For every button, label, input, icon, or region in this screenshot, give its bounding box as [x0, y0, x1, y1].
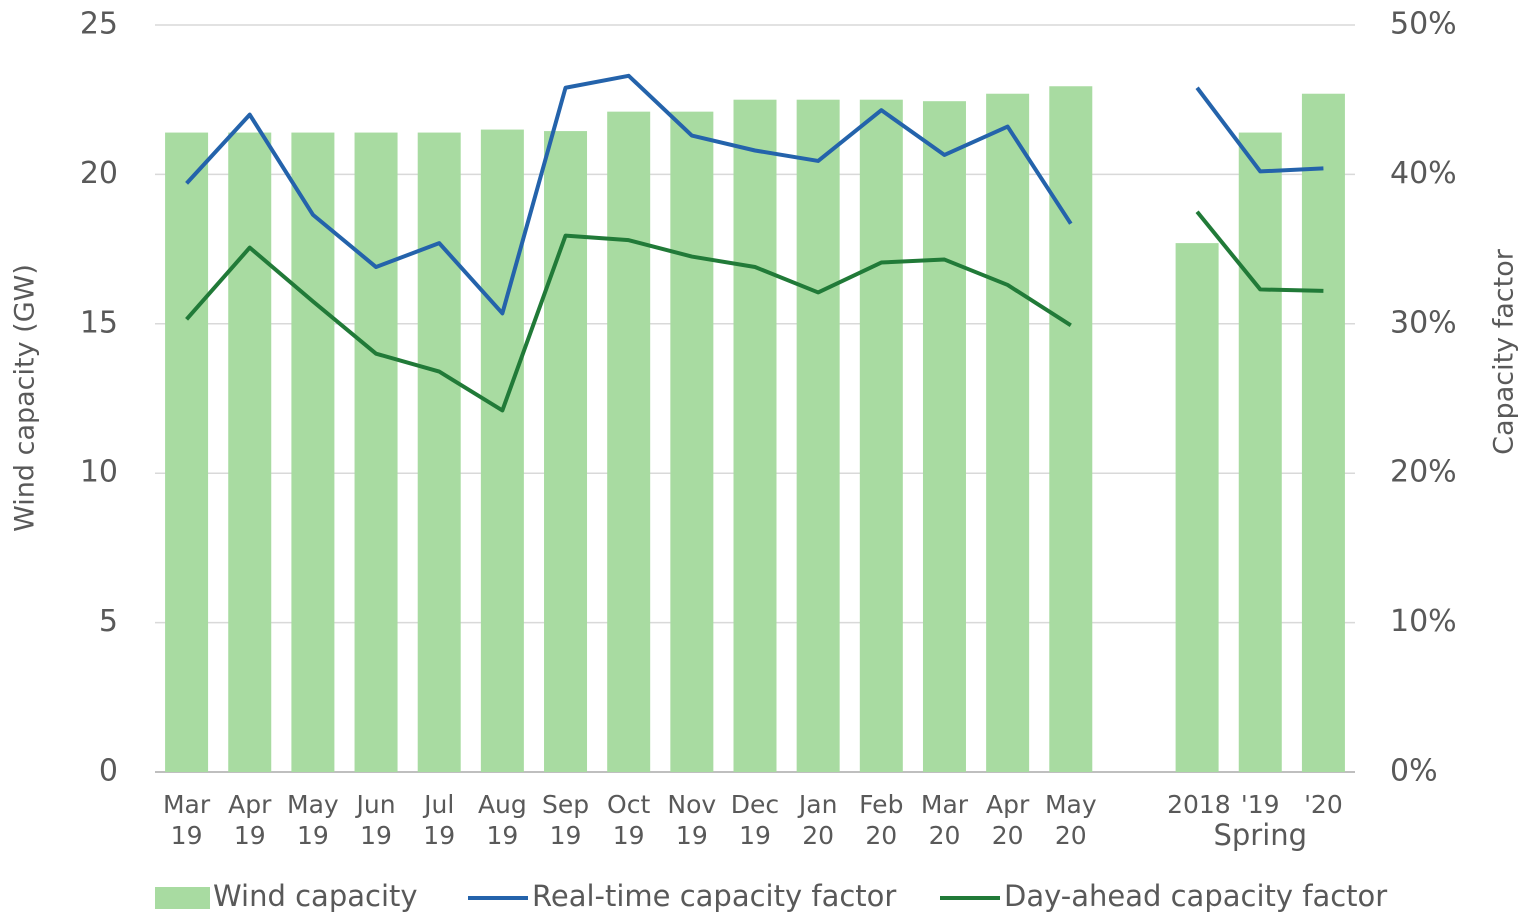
line-series: [185, 73, 1073, 316]
x-tick-label: Dec 19: [730, 790, 780, 850]
line-series: [185, 233, 1072, 413]
x-tick-label: Aug 19: [477, 790, 527, 850]
bar: [480, 129, 524, 772]
bar: [228, 132, 272, 772]
x-tick-label: Jan 20: [798, 790, 838, 850]
bar: [1301, 93, 1345, 772]
legend-swatch: [155, 887, 210, 909]
bar: [670, 111, 714, 773]
x-tick-label: May 20: [1044, 790, 1097, 850]
y2-tick-label: 0%: [1390, 754, 1438, 789]
x-tick-label: '20: [1304, 790, 1343, 819]
line-series: [1195, 210, 1324, 293]
legend-label: Real-time capacity factor: [532, 879, 896, 913]
bar: [354, 132, 398, 772]
bar: [291, 132, 335, 772]
bar: [544, 131, 588, 773]
bar: [607, 111, 651, 773]
x-tick-label: Mar 19: [162, 790, 211, 850]
bar: [165, 132, 209, 772]
y2-tick-label: 50%: [1390, 7, 1457, 42]
y2-tick-label: 10%: [1390, 604, 1457, 639]
y-axis-title: Wind capacity (GW): [10, 264, 41, 532]
x-tick-label: Oct 19: [607, 790, 651, 850]
x-tick-label: Jun 19: [356, 790, 396, 850]
x-tick-label: 2018: [1167, 790, 1231, 819]
y-tick-label: 25: [80, 7, 118, 42]
x-tick-label: Apr 20: [986, 790, 1030, 850]
x-tick-label: Jul 19: [423, 790, 456, 850]
x-tick-label: Apr 19: [228, 790, 272, 850]
bar: [859, 99, 903, 772]
bar: [1049, 86, 1093, 772]
y-tick-label: 20: [80, 156, 118, 191]
x-tick-label: Feb 20: [859, 790, 904, 850]
bar: [1238, 132, 1282, 772]
y-tick-label: 0: [99, 754, 118, 789]
legend-label: Wind capacity: [213, 879, 418, 913]
bar: [986, 93, 1030, 772]
legend-label: Day-ahead capacity factor: [1004, 879, 1387, 913]
bar: [417, 132, 461, 772]
x-tick-label: May 19: [287, 790, 339, 850]
y-tick-label: 10: [80, 455, 118, 490]
x-tick-label: Nov 19: [667, 790, 717, 850]
y2-axis-title: Capacity factor: [1489, 248, 1520, 455]
y2-tick-label: 40%: [1390, 156, 1457, 191]
line-series: [1195, 86, 1324, 174]
bar: [796, 99, 840, 772]
bar: [733, 99, 777, 772]
bar: [922, 101, 966, 773]
y2-tick-label: 30%: [1390, 305, 1457, 340]
y-tick-label: 15: [80, 305, 118, 340]
y2-tick-label: 20%: [1390, 455, 1457, 490]
x-tick-label: Mar 20: [920, 790, 969, 850]
bar: [1175, 243, 1219, 772]
x-group-label: Spring: [1213, 818, 1308, 852]
x-tick-label: '19: [1240, 790, 1280, 819]
y-tick-label: 5: [99, 604, 118, 639]
x-tick-label: Sep 19: [541, 790, 590, 850]
